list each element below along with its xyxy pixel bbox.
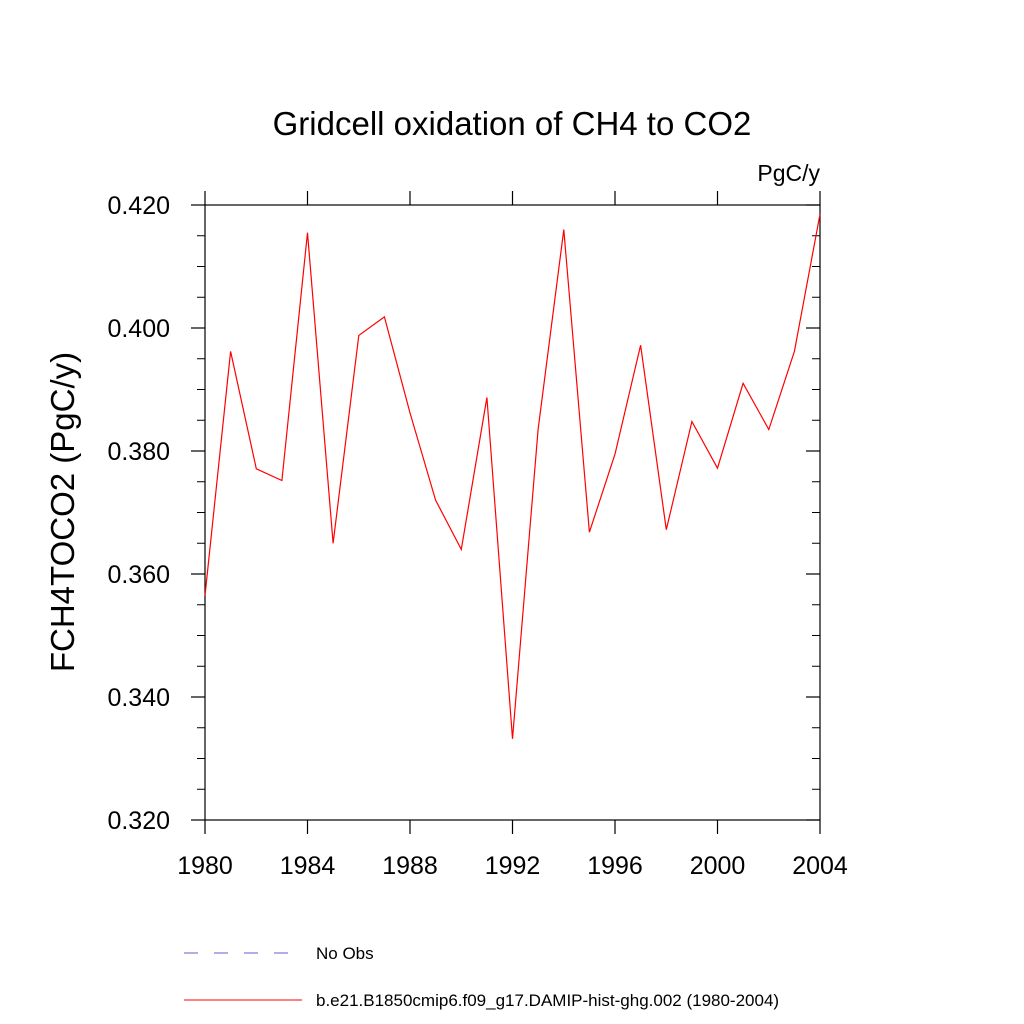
legend: No Obs b.e21.B1850cmip6.f09_g17.DAMIP-his… [184,944,779,1010]
y-tick-labels: 0.320 0.340 0.360 0.380 0.400 0.420 [107,192,170,835]
x-tick-label: 1984 [280,852,336,880]
y-axis-label: FCH4TOCO2 (PgC/y) [44,352,81,672]
y-tick-label: 0.380 [107,438,170,466]
plot-frame [204,204,821,821]
legend-label: No Obs [316,944,374,963]
x-tick-label: 2004 [792,852,848,880]
series-lines [204,214,821,739]
units-label: PgC/y [757,160,820,186]
x-tick-label: 1996 [587,852,643,880]
y-tick-label: 0.420 [107,192,170,220]
x-tick-label: 1988 [382,852,438,880]
series-line [204,214,821,739]
legend-label: b.e21.B1850cmip6.f09_g17.DAMIP-hist-ghg.… [316,991,779,1010]
y-tick-label: 0.320 [107,807,170,835]
chart-title: Gridcell oxidation of CH4 to CO2 [273,105,752,142]
x-tick-label: 1992 [485,852,541,880]
y-tick-label: 0.400 [107,315,170,343]
axis-ticks [191,191,821,834]
y-tick-label: 0.360 [107,561,170,589]
y-tick-label: 0.340 [107,684,170,712]
x-tick-label: 2000 [690,852,746,880]
x-tick-labels: 1980 1984 1988 1992 1996 2000 2004 [177,852,848,880]
x-tick-label: 1980 [177,852,233,880]
